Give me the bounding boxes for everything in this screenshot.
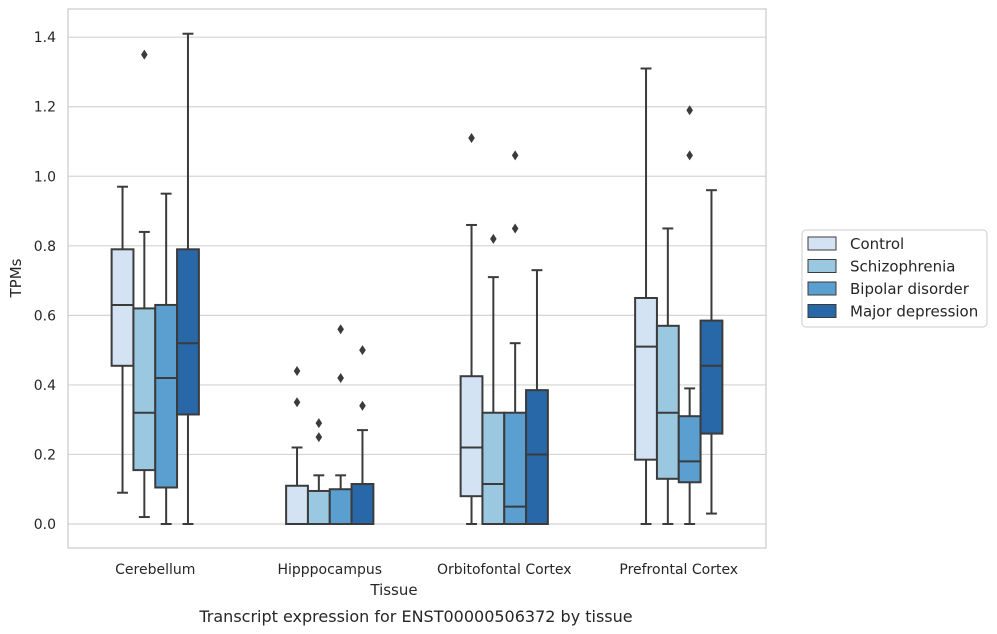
box-group	[285, 366, 309, 526]
box-group	[699, 189, 724, 515]
box-group	[481, 233, 506, 525]
outlier-point	[468, 133, 475, 144]
outlier-point	[141, 49, 148, 60]
outlier-point	[511, 150, 519, 161]
legend-label: Bipolar disorder	[850, 280, 970, 298]
box-group	[503, 150, 528, 525]
outlier-point	[359, 345, 366, 356]
outlier-point	[511, 223, 519, 234]
box	[677, 415, 702, 484]
x-tick-label: Cerebellum	[115, 562, 195, 578]
box	[132, 307, 157, 472]
legend-swatch	[807, 236, 837, 251]
legend: Control Schizophrenia Bipolar disorder Majo…	[801, 229, 988, 328]
box	[328, 488, 353, 526]
x-tick-label: Orbitofontal Cortex	[437, 562, 572, 578]
y-tick-label: 0.8	[34, 239, 56, 255]
box-group	[306, 418, 331, 525]
outlier-point	[686, 105, 693, 116]
box-group	[132, 49, 157, 519]
legend-label: Control	[850, 235, 904, 253]
legend-swatch	[807, 281, 837, 296]
box	[655, 324, 680, 480]
outlier-point	[293, 397, 301, 408]
x-axis-ticks: Cerebellum Hipppocampus Orbitofontal Corte…	[115, 562, 738, 578]
box	[634, 296, 658, 461]
y-axis-ticks: 0.0 0.2 0.4 0.6 0.8 1.0 1.2 1.4	[34, 30, 56, 533]
outlier-point	[315, 418, 323, 429]
box-group	[459, 133, 484, 525]
box	[285, 484, 309, 526]
x-tick-label: Prefrontal Cortex	[619, 562, 738, 578]
box-group	[525, 269, 549, 525]
legend-label: Schizophrenia	[850, 258, 955, 276]
outlier-point	[337, 372, 344, 383]
box	[350, 483, 375, 525]
box	[110, 248, 135, 367]
x-axis-label: Tissue	[369, 581, 417, 599]
y-tick-label: 1.0	[34, 169, 56, 185]
outlier-point	[359, 400, 366, 411]
box-group	[110, 185, 135, 494]
box-group	[176, 32, 200, 525]
boxes	[110, 32, 724, 526]
box	[459, 375, 484, 498]
box	[699, 319, 724, 435]
y-tick-label: 0.4	[34, 378, 56, 394]
y-axis-label: TPMs	[7, 258, 25, 298]
outlier-point	[490, 233, 497, 244]
plot-frame	[67, 8, 767, 549]
box-group	[677, 105, 702, 525]
outlier-point	[293, 366, 301, 377]
box-group	[328, 324, 353, 526]
y-tick-label: 0.2	[34, 447, 56, 463]
chart-caption: Transcript expression for ENST0000050637…	[198, 607, 632, 626]
legend-label: Major depression	[850, 303, 978, 321]
legend-frame	[801, 229, 988, 328]
box	[176, 248, 200, 416]
box-group	[655, 227, 680, 525]
outlier-point	[686, 150, 693, 161]
x-tick-label: Hipppocampus	[277, 562, 382, 578]
box	[306, 489, 331, 525]
outlier-point	[337, 324, 344, 335]
box-group	[634, 67, 658, 525]
outlier-point	[315, 432, 323, 443]
box-group	[350, 345, 375, 525]
box	[525, 389, 549, 525]
y-tick-label: 0.6	[34, 308, 56, 324]
legend-swatch	[807, 304, 837, 318]
legend-swatch	[807, 259, 837, 273]
box	[154, 303, 179, 489]
y-tick-label: 1.2	[34, 100, 56, 116]
y-tick-label: 1.4	[34, 30, 56, 46]
box-group	[154, 192, 179, 525]
box	[481, 411, 506, 525]
y-tick-label: 0.0	[34, 517, 56, 533]
